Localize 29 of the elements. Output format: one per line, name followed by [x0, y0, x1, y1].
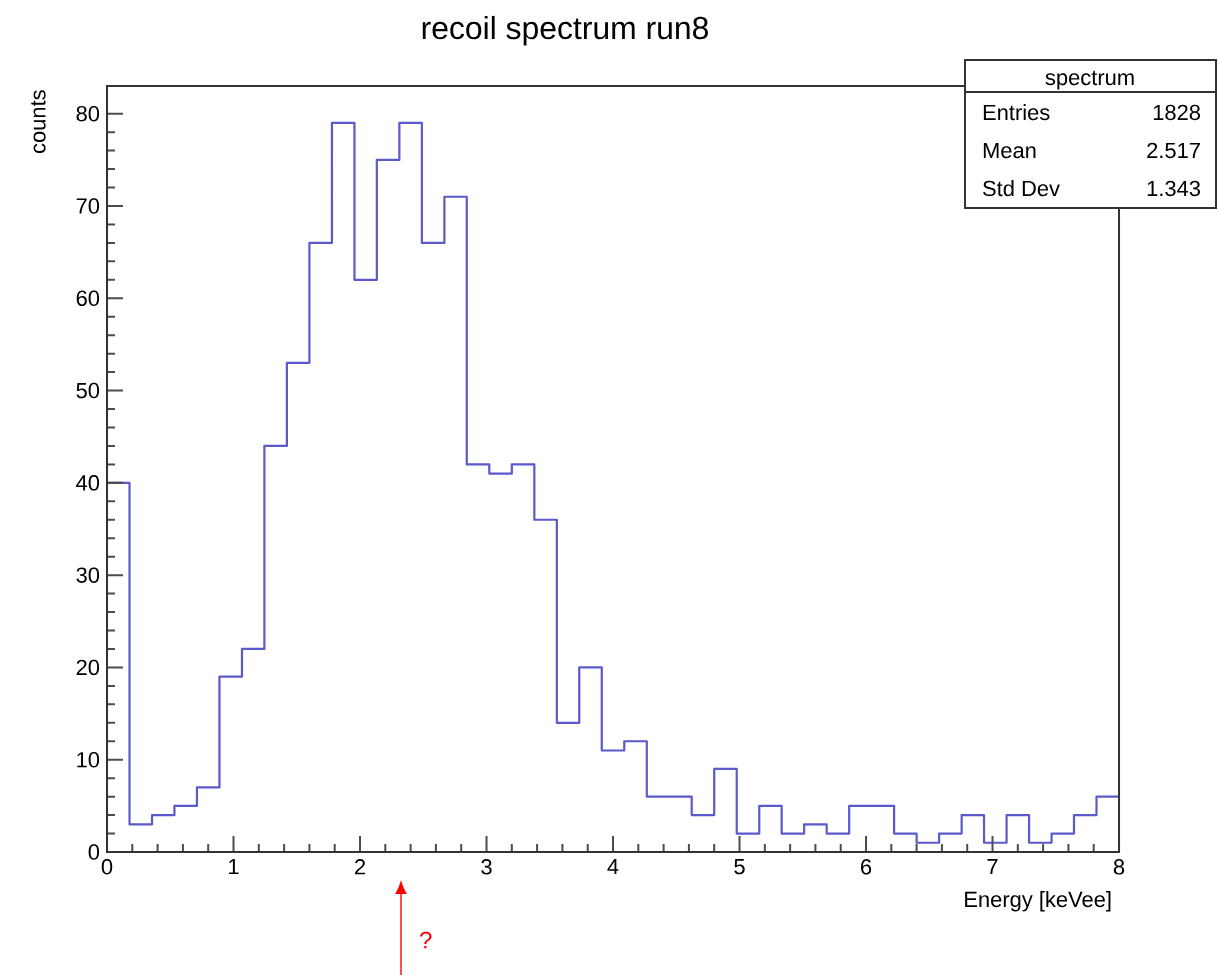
text: 1.343: [1147, 180, 1200, 197]
x-tick-label: 4: [607, 859, 619, 875]
y-tick-label: 40: [76, 475, 100, 491]
x-tick-label: 2: [355, 859, 366, 875]
y-tick-label: 10: [77, 752, 100, 768]
x-tick-label: 3: [481, 859, 492, 875]
x-tick-label: 5: [734, 859, 745, 875]
x-tick-label: 7: [987, 859, 998, 875]
y-tick-label: 0: [88, 844, 100, 860]
y-axis-title: counts: [31, 90, 46, 154]
annotation: Entries: [983, 104, 1050, 121]
x-tick-label: 1: [229, 859, 239, 875]
y-tick-label: 20: [76, 659, 100, 676]
annotation: Mean: [983, 143, 1036, 159]
x-tick-label: 0: [101, 859, 113, 875]
text: 2.517: [1147, 142, 1200, 159]
y-tick-label: 80: [76, 106, 100, 122]
annotation: Std Dev: [983, 180, 1060, 197]
y-tick-label: 30: [76, 567, 100, 584]
x-tick-label: 8: [1113, 859, 1125, 875]
text: ?: [420, 931, 432, 949]
y-tick-label: 60: [76, 290, 100, 307]
x-tick-label: 6: [861, 859, 872, 875]
annotation: spectrum: [1045, 70, 1134, 90]
y-tick-label: 50: [76, 382, 100, 399]
chart-title: recoil spectrum run8: [422, 16, 708, 46]
y-tick-label: 70: [76, 198, 100, 214]
text: 1828: [1153, 104, 1200, 121]
x-axis-title: Energy [keVee]: [965, 891, 1111, 912]
